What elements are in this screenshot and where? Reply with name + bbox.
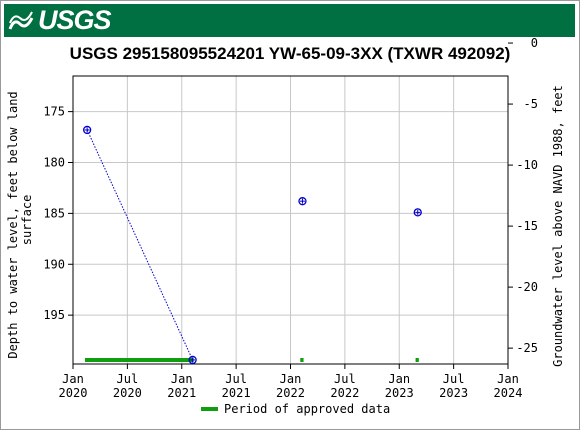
approved-periods — [84, 358, 419, 362]
y-axis-right-title: Groundwater level above NAVD 1988, feet — [551, 85, 565, 367]
y-axis-right: 0 -5 -10 -15 -20 -25 — [508, 36, 538, 355]
x-tick-label: Jan — [388, 372, 410, 386]
y-right-tick-label: -20 — [516, 280, 538, 294]
x-tick-label: 2021 — [167, 386, 196, 400]
x-tick-label: 2020 — [113, 386, 142, 400]
data-points — [82, 125, 422, 365]
approved-period-bar — [415, 358, 419, 362]
x-tick-label: Jan — [497, 372, 519, 386]
x-tick-label: Jan — [280, 372, 302, 386]
series-line-segment — [86, 129, 194, 361]
y-right-tick-label: -10 — [516, 158, 538, 172]
x-tick-label: Jul — [225, 372, 247, 386]
y-axis-left: 175 180 185 190 195 — [43, 105, 73, 322]
x-tick-label: Jan — [62, 372, 84, 386]
usgs-logo-icon — [8, 11, 34, 30]
series-line — [86, 129, 194, 361]
banner-background — [4, 4, 575, 37]
x-tick-label: 2023 — [439, 386, 468, 400]
x-tick-label: 2021 — [222, 386, 251, 400]
y-left-tick-label: 195 — [43, 308, 65, 322]
y-right-tick-label: -25 — [516, 341, 538, 355]
x-tick-label: 2022 — [276, 386, 305, 400]
x-tick-label: Jul — [334, 372, 356, 386]
data-point-marker — [82, 125, 92, 135]
x-axis: Jan2020Jul2020Jan2021Jul2021Jan2022Jul20… — [59, 364, 523, 400]
y-left-tick-label: 175 — [43, 105, 65, 119]
data-point — [413, 208, 422, 217]
x-tick-label: Jul — [117, 372, 139, 386]
data-point-marker — [188, 355, 197, 365]
y-axis-left-title-line2: surface — [20, 195, 34, 246]
y-right-tick-label: -15 — [516, 219, 538, 233]
data-point — [298, 197, 307, 206]
x-tick-label: 2020 — [59, 386, 88, 400]
y-left-tick-label: 180 — [43, 156, 65, 170]
approved-period-bar — [84, 358, 194, 362]
legend-label: Period of approved data — [224, 402, 390, 416]
x-tick-label: 2023 — [385, 386, 414, 400]
data-point — [82, 125, 92, 135]
x-tick-label: 2022 — [330, 386, 359, 400]
x-tick-label: Jul — [443, 372, 465, 386]
x-tick-label: Jan — [171, 372, 193, 386]
y-left-tick-label: 190 — [43, 257, 65, 271]
legend: Period of approved data — [201, 402, 390, 416]
data-point-marker — [413, 208, 422, 217]
usgs-logo-text: USGS — [38, 5, 112, 35]
y-left-tick-label: 185 — [43, 206, 65, 220]
usgs-banner: USGS — [4, 4, 575, 37]
y-right-tick-label: 0 — [531, 36, 538, 50]
y-axis-left-title-line1: Depth to water level, feet below land — [6, 91, 20, 358]
data-point — [188, 355, 197, 365]
x-tick-label: 2024 — [494, 386, 523, 400]
grid-lines — [72, 76, 509, 364]
data-point-marker — [298, 197, 307, 206]
chart-title: USGS 295158095524201 YW-65-09-3XX (TXWR … — [69, 44, 511, 63]
y-right-tick-label: -5 — [524, 97, 538, 111]
approved-period-bar — [300, 358, 304, 362]
